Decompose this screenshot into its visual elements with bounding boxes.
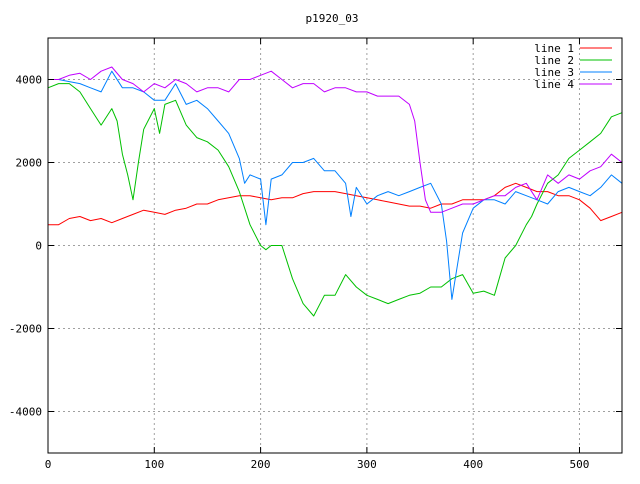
legend-label: line 3 — [534, 66, 574, 79]
x-tick-label: 100 — [144, 458, 164, 471]
legend-label: line 4 — [534, 78, 574, 91]
x-tick-label: 400 — [463, 458, 483, 471]
series-line-line-1 — [48, 182, 623, 226]
series-line-line-3 — [48, 70, 623, 300]
axis-ticks: 0 100 200 300 400 500 -4000 -2000 0 2000 4000 — [9, 38, 622, 471]
y-tick-label: -2000 — [9, 323, 42, 336]
y-tick-label: 2000 — [16, 157, 43, 170]
legend-label: line 1 — [534, 42, 574, 55]
y-tick-label: 4000 — [16, 74, 43, 87]
grid-lines — [48, 38, 622, 453]
series-line-line-2 — [47, 83, 623, 317]
x-tick-label: 300 — [357, 458, 377, 471]
series-lines — [47, 66, 623, 317]
y-tick-label: -4000 — [9, 406, 42, 419]
x-tick-label: 0 — [45, 458, 52, 471]
x-tick-label: 500 — [570, 458, 590, 471]
legend-label: line 2 — [534, 54, 574, 67]
x-tick-label: 200 — [251, 458, 271, 471]
y-tick-label: 0 — [35, 240, 42, 253]
series-line-line-4 — [48, 66, 623, 213]
chart-title: p1920_03 — [306, 12, 359, 25]
